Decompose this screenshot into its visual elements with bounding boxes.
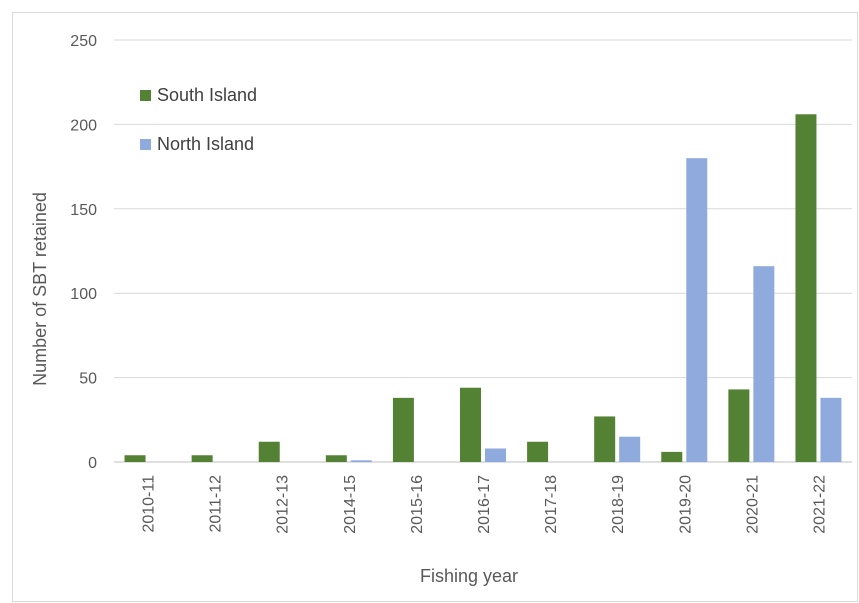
bar-north-island-2014-15 xyxy=(350,460,372,462)
x-tick-label: 2014-15 xyxy=(342,475,359,534)
y-axis-label: Number of SBT retained xyxy=(30,192,50,386)
x-tick-label: 2018-19 xyxy=(610,475,627,534)
bar-north-island-2021-22 xyxy=(820,397,842,462)
y-tick-label: 200 xyxy=(70,117,97,134)
x-tick-label: 2019-20 xyxy=(677,475,694,534)
legend-label: South Island xyxy=(157,85,257,105)
y-tick-label: 50 xyxy=(79,371,97,388)
y-tick-label: 150 xyxy=(70,202,97,219)
bar-south-island-2021-22 xyxy=(795,114,817,462)
bar-south-island-2020-21 xyxy=(728,389,750,462)
legend-swatch xyxy=(140,139,151,150)
bar-north-island-2018-19 xyxy=(619,436,641,462)
bar-south-island-2015-16 xyxy=(392,397,414,462)
bar-north-island-2016-17 xyxy=(485,448,506,462)
x-tick-label: 2020-21 xyxy=(744,475,761,534)
y-tick-label: 0 xyxy=(88,455,97,472)
x-tick-label: 2015-16 xyxy=(409,475,426,534)
bar-north-island-2020-21 xyxy=(753,266,775,462)
bar-north-island-2019-20 xyxy=(686,158,708,462)
bar-south-island-2017-18 xyxy=(527,441,549,462)
x-tick-label: 2012-13 xyxy=(275,475,292,534)
chart-frame xyxy=(12,12,858,602)
bar-south-island-2018-19 xyxy=(594,416,616,462)
x-axis-label: Fishing year xyxy=(420,566,518,586)
y-axis-ticks: 0 50 100 150 200 250 xyxy=(70,33,97,472)
x-axis-ticks: 2010-11 2011-12 2012-13 2014-15 2015-16 2016-… xyxy=(141,475,829,534)
bar-south-island-2012-13 xyxy=(258,441,280,462)
x-tick-label: 2010-11 xyxy=(141,475,158,533)
bar-south-island-2014-15 xyxy=(325,455,347,462)
x-tick-label: 2017-18 xyxy=(543,475,560,534)
bars xyxy=(124,114,842,462)
y-tick-label: 250 xyxy=(70,33,97,50)
x-tick-label: 2011-12 xyxy=(208,475,225,533)
bar-south-island-2010-11 xyxy=(124,455,146,462)
legend-swatch xyxy=(140,90,151,101)
y-tick-label: 100 xyxy=(70,286,97,303)
bar-south-island-2016-17 xyxy=(460,387,481,462)
x-tick-label: 2016-17 xyxy=(476,475,493,534)
legend-label: North Island xyxy=(157,134,254,154)
bar-south-island-2011-12 xyxy=(191,455,213,462)
bar-south-island-2019-20 xyxy=(661,451,683,462)
x-tick-label: 2021-22 xyxy=(811,475,828,534)
legend: South Island North Island xyxy=(140,85,257,154)
